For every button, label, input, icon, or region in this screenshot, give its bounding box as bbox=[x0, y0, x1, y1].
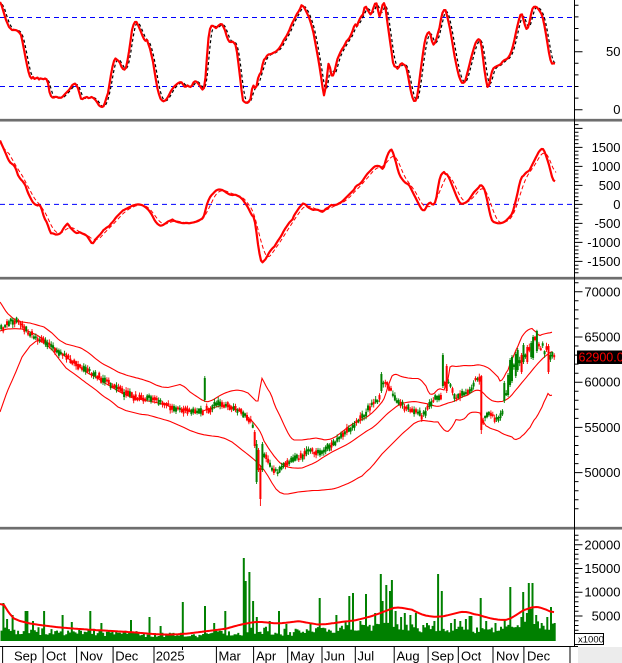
svg-text:Jun: Jun bbox=[324, 649, 345, 663]
svg-text:Apr: Apr bbox=[256, 649, 277, 663]
svg-text:20000: 20000 bbox=[584, 537, 620, 552]
svg-text:500: 500 bbox=[599, 178, 621, 193]
svg-text:Nov: Nov bbox=[80, 649, 104, 663]
svg-text:65000: 65000 bbox=[584, 330, 620, 345]
svg-text:15000: 15000 bbox=[584, 561, 620, 576]
svg-text:Jul: Jul bbox=[358, 649, 375, 663]
svg-text:Sep: Sep bbox=[14, 649, 37, 663]
svg-text:Oct: Oct bbox=[461, 649, 482, 663]
svg-text:Dec: Dec bbox=[527, 649, 551, 663]
svg-text:70000: 70000 bbox=[584, 284, 620, 299]
svg-text:Nov: Nov bbox=[496, 649, 520, 663]
svg-text:Mar: Mar bbox=[219, 649, 242, 663]
svg-text:1500: 1500 bbox=[592, 140, 621, 155]
svg-text:50: 50 bbox=[606, 44, 620, 59]
svg-text:x1000: x1000 bbox=[578, 635, 604, 646]
svg-text:62900.00: 62900.00 bbox=[579, 351, 622, 365]
svg-text:Dec: Dec bbox=[115, 649, 139, 663]
svg-text:5000: 5000 bbox=[592, 609, 621, 624]
svg-text:2025: 2025 bbox=[156, 649, 185, 663]
svg-text:60000: 60000 bbox=[584, 375, 620, 390]
svg-text:-1000: -1000 bbox=[587, 235, 620, 250]
svg-text:Sep: Sep bbox=[431, 649, 454, 663]
svg-text:50000: 50000 bbox=[584, 465, 620, 480]
svg-text:-1500: -1500 bbox=[587, 254, 620, 269]
svg-text:Oct: Oct bbox=[46, 649, 67, 663]
svg-text:1000: 1000 bbox=[592, 159, 621, 174]
svg-text:-500: -500 bbox=[594, 216, 620, 231]
svg-text:Aug: Aug bbox=[397, 649, 420, 663]
svg-text:0: 0 bbox=[613, 197, 620, 212]
svg-text:10000: 10000 bbox=[584, 585, 620, 600]
svg-text:55000: 55000 bbox=[584, 420, 620, 435]
svg-text:May: May bbox=[290, 649, 315, 663]
svg-text:0: 0 bbox=[613, 102, 620, 117]
